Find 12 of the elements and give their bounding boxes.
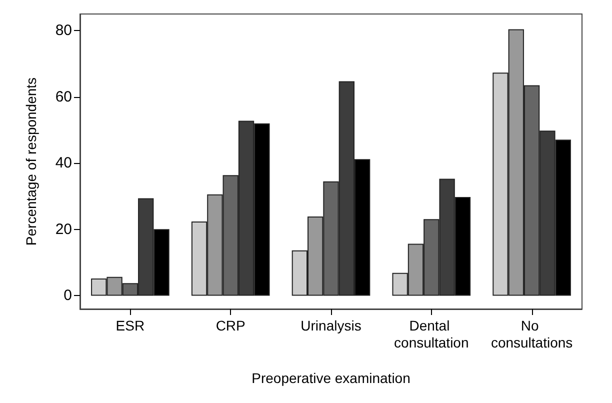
y-tick-label: 40 <box>55 154 72 172</box>
x-axis-title: Preoperative examination <box>252 370 410 386</box>
y-tick-label: 0 <box>64 287 72 304</box>
y-tick-label: 20 <box>55 220 72 238</box>
x-tick-label: No consultations <box>490 318 573 350</box>
y-axis-title: Percentage of respondents <box>23 77 39 246</box>
y-tick-label: 60 <box>55 88 72 106</box>
x-tick-label: CRP <box>216 318 246 334</box>
x-tick-label: Dental consultation <box>394 318 469 350</box>
y-tick-label: 80 <box>55 22 72 40</box>
x-tick-label: Urinalysis <box>300 318 362 334</box>
x-tick-label: ESR <box>116 318 145 334</box>
